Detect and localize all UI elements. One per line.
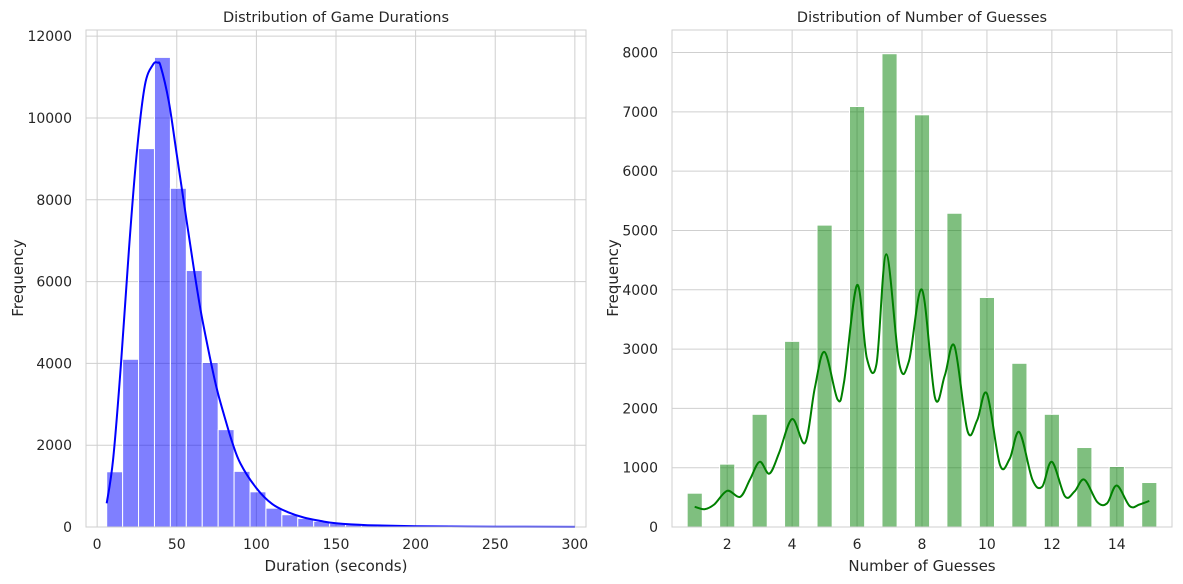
guesses-x-tick-label: 12 [1043,537,1061,553]
durations-y-tick-label: 0 [63,520,72,536]
durations-x-tick-label: 250 [482,537,509,553]
guesses-x-axis-label: Number of Guesses [848,557,995,575]
guesses-y-tick-label: 1000 [622,461,658,477]
durations-x-tick-label: 300 [561,537,588,553]
guesses-y-tick-label: 3000 [622,342,658,358]
durations-kde-line [105,61,575,528]
guesses-x-tick-label: 14 [1108,537,1126,553]
durations-y-tick-labels: 0 2000 4000 6000 8000 10000 12000 [27,29,72,536]
durations-panel: Distribution of Game Durations 0 50 100 150… [9,10,588,575]
guesses-x-tick-label: 4 [788,537,797,553]
durations-bar [106,471,124,528]
guesses-bar [784,340,801,528]
durations-y-tick-label: 10000 [27,111,72,127]
guesses-y-tick-label: 5000 [622,223,658,239]
guesses-bar [978,296,995,528]
durations-bar [265,507,283,528]
durations-x-tick-label: 200 [402,537,429,553]
guesses-bar [686,492,703,528]
durations-y-tick-label: 8000 [36,193,72,209]
durations-bar [138,148,155,528]
guesses-bar [1108,466,1125,528]
guesses-y-tick-label: 7000 [622,105,658,121]
guesses-x-tick-labels: 2 4 6 8 10 12 14 [723,537,1126,553]
guesses-x-tick-label: 6 [853,537,862,553]
durations-bar [281,514,299,528]
durations-bar [169,187,187,528]
guesses-y-tick-label: 2000 [622,401,658,417]
durations-bars [106,56,585,528]
guesses-bar [1141,482,1158,528]
durations-x-tick-label: 50 [168,537,186,553]
durations-x-axis-label: Duration (seconds) [265,557,408,575]
guesses-bar [881,53,898,528]
durations-x-tick-labels: 0 50 100 150 200 250 300 [93,537,589,553]
durations-y-tick-label: 4000 [36,356,72,372]
guesses-axes-frame [671,29,1173,528]
guesses-y-tick-label: 8000 [622,46,658,62]
durations-title: Distribution of Game Durations [223,10,449,26]
durations-y-axis-label: Frequency [9,239,27,317]
guesses-title: Distribution of Number of Guesses [797,10,1047,26]
guesses-y-axis-label: Frequency [604,239,622,317]
guesses-y-tick-labels: 0 1000 2000 3000 4000 5000 6000 7000 8000 [622,46,658,536]
guesses-bar [946,212,963,528]
guesses-y-tick-label: 0 [649,520,658,536]
guesses-x-tick-label: 10 [978,537,996,553]
durations-bar [153,56,171,528]
durations-y-tick-label: 12000 [27,29,72,45]
durations-x-tick-label: 0 [93,537,102,553]
guesses-y-tick-label: 4000 [622,283,658,299]
guesses-y-tick-label: 6000 [622,164,658,180]
durations-y-tick-label: 6000 [36,275,72,291]
guesses-x-tick-label: 2 [723,537,732,553]
guesses-bar [816,224,833,528]
durations-axes-frame [85,29,587,528]
guesses-bars [686,53,1158,528]
guesses-kde-line [694,253,1150,511]
durations-bar [233,470,251,528]
durations-x-tick-label: 150 [323,537,350,553]
durations-bar [217,429,235,528]
guesses-x-tick-label: 8 [918,537,927,553]
durations-y-tick-label: 2000 [36,438,72,454]
durations-x-tick-label: 100 [243,537,270,553]
durations-bar [122,358,140,528]
guesses-panel: Distribution of Number of Guesses 2 4 6 8 10… [604,10,1173,575]
